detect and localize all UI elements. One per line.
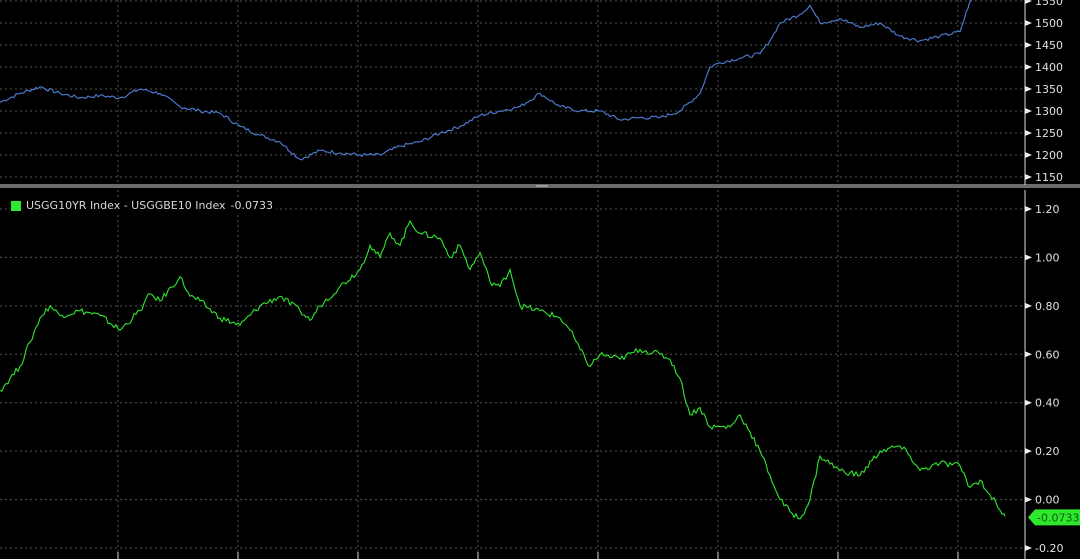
y-tick-marker [1025, 351, 1032, 358]
y-tick-marker [1025, 152, 1032, 158]
y-tick-label: 1.20 [1035, 203, 1060, 216]
y-tick-marker [1025, 496, 1032, 503]
y-tick-marker [1025, 20, 1032, 26]
y-tick-label: 0.20 [1035, 445, 1060, 458]
y-tick-label: 0.00 [1035, 494, 1060, 507]
y-tick-label: 1500 [1035, 17, 1063, 30]
legend: USGG10YR Index - USGGBE10 Index -0.0733 [8, 198, 277, 213]
y-tick-label: 0.40 [1035, 397, 1060, 410]
series-line-top [0, 0, 975, 161]
y-tick-label: 1550 [1035, 0, 1063, 8]
last-value-label: -0.0733 [1037, 511, 1079, 524]
y-tick-marker [1025, 42, 1032, 48]
y-tick-label: 1400 [1035, 61, 1063, 74]
y-tick-marker [1025, 130, 1032, 136]
y-tick-label: 0.60 [1035, 348, 1060, 361]
y-tick-marker [1025, 86, 1032, 92]
y-tick-marker [1025, 64, 1032, 70]
y-tick-marker [1025, 545, 1032, 551]
last-value-badge [1028, 509, 1080, 526]
y-tick-marker [1025, 254, 1032, 261]
y-tick-label: 1350 [1035, 83, 1063, 96]
y-tick-label: 1450 [1035, 39, 1063, 52]
y-tick-marker [1025, 108, 1032, 114]
y-tick-label: -0.20 [1035, 542, 1063, 555]
y-tick-marker [1025, 399, 1032, 406]
y-tick-marker [1025, 302, 1032, 309]
y-tick-marker [1025, 206, 1032, 212]
y-tick-label: 1.00 [1035, 251, 1060, 264]
y-tick-marker [1025, 0, 1032, 4]
y-tick-label: 1300 [1035, 105, 1063, 118]
y-tick-label: 0.80 [1035, 300, 1060, 313]
series-line-bottom [0, 219, 1006, 520]
y-tick-label: 1150 [1035, 171, 1063, 184]
legend-series-name: USGG10YR Index - USGGBE10 Index [26, 199, 226, 212]
y-tick-marker [1025, 448, 1032, 455]
panel-resize-handle [536, 185, 548, 187]
legend-swatch [11, 200, 21, 211]
y-tick-label: 1250 [1035, 127, 1063, 140]
y-tick-label: 1200 [1035, 149, 1063, 162]
legend-last-value: -0.0733 [230, 199, 274, 212]
y-tick-marker [1025, 174, 1032, 180]
